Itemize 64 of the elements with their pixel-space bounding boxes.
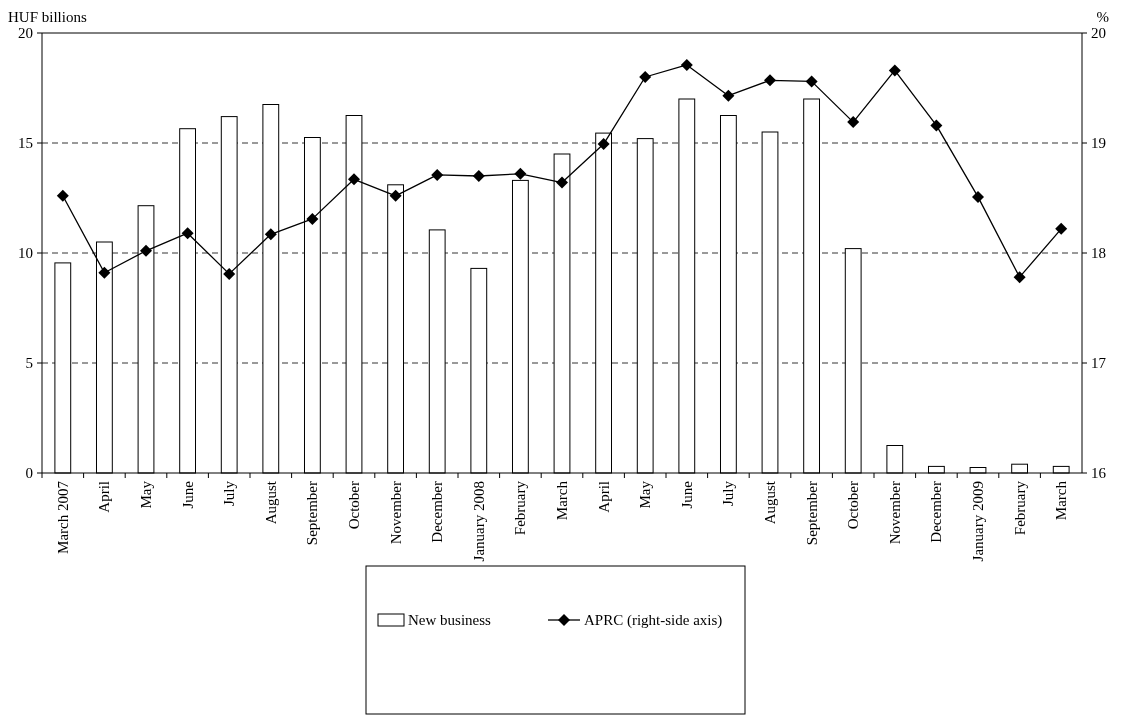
x-tick-label: December [429,481,446,543]
point [431,168,444,181]
point [1055,222,1068,235]
point [140,244,152,257]
y2-tick-label: 20 [1091,25,1106,42]
x-tick-label: September [803,481,820,546]
point [514,167,527,180]
point [56,189,69,202]
x-tick-label: April [595,481,612,513]
x-tick-label: June [678,480,695,509]
point [389,189,402,202]
x-tick-label: August [762,480,778,525]
legend-label: APRC (right-side axis) [584,612,723,630]
point [639,71,652,83]
y-axis-title: HUF billions [8,9,87,25]
x-tick-label: August [262,480,279,525]
point [764,74,776,87]
x-tick-label: July [221,480,238,507]
x-tick-label: November [387,481,404,545]
point [930,119,943,132]
point [847,116,860,129]
y2-tick-label: 16 [1091,465,1107,482]
point [722,89,735,102]
x-tick-label: March [554,480,570,521]
y2-axis-title: % [1096,9,1109,25]
point [805,75,818,88]
x-tick-label: February [1011,480,1028,536]
y-tick-label: 15 [18,135,33,152]
x-tick-label: March [1053,480,1070,521]
point [264,228,277,241]
point [223,267,236,280]
x-tick-label: July [720,480,737,507]
x-tick-label: January 2009 [970,481,986,562]
point [597,138,610,151]
y-tick-label: 5 [25,355,33,372]
y2-tick-label: 19 [1091,135,1106,152]
point [680,58,693,71]
x-tick-label: November [886,481,903,545]
point [306,212,319,225]
y2-tick-label: 17 [1091,355,1107,372]
y-tick-label: 10 [18,245,33,262]
point [472,170,485,182]
x-tick-label: December [928,481,945,543]
point [972,190,984,203]
y2-tick-label: 18 [1091,245,1106,262]
x-tick-label: January 2008 [470,481,487,562]
point [1013,271,1026,284]
point [556,176,568,189]
x-tick-label: September [304,481,321,546]
x-tick-label: April [96,481,113,513]
x-tick-label: May [138,480,154,509]
y-tick-label: 0 [25,465,33,482]
x-tick-label: February [512,480,529,536]
point [348,173,360,186]
x-tick-label: October [845,481,862,530]
point [98,266,111,279]
x-tick-label: May [637,480,654,509]
legend-label: New business [408,612,492,629]
x-tick-label: June [179,480,196,509]
point [888,64,901,77]
y-tick-label: 20 [18,25,33,42]
point [181,227,194,240]
x-tick-label: October [346,481,362,530]
x-tick-label: March 2007 [54,480,71,554]
